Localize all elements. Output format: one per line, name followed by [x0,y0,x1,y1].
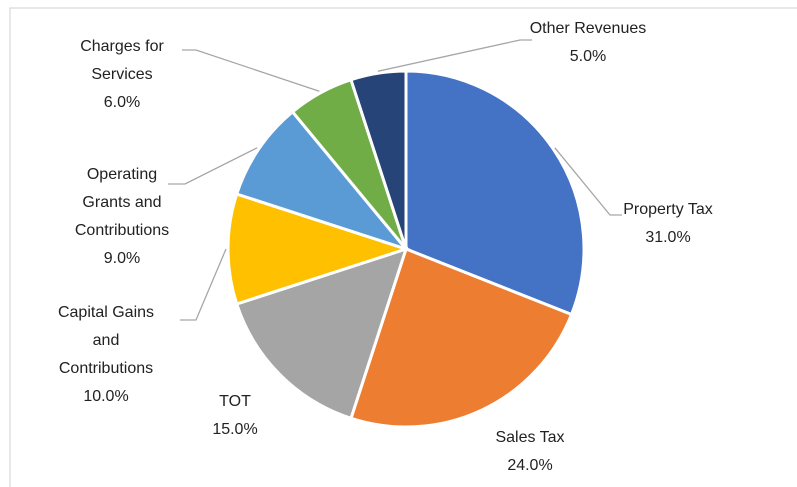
value-label: 10.0% [83,388,129,405]
pie-slice [226,192,411,306]
slice-label: Property Tax 31.0% [568,196,768,252]
leader-line [180,248,227,321]
category-label: Capital Gains and Contributions [57,304,155,377]
value-label: 24.0% [507,457,553,474]
value-label: 15.0% [212,421,258,438]
category-label: Operating Grants and Contributions [74,166,170,239]
leader-line [377,39,532,72]
leader-line [182,49,320,92]
pie-slice [234,109,411,253]
leader-line [168,147,258,185]
category-label: TOT [219,393,251,410]
slice-label: Operating Grants and Contributions 9.0% [66,161,178,273]
leader-line [554,147,622,216]
value-label: 6.0% [103,94,141,111]
value-label: 5.0% [569,48,607,65]
category-label: Sales Tax [495,429,565,446]
pie-slice [404,69,586,317]
category-label: Charges for Services [80,38,164,83]
pie-slice [349,247,574,429]
category-label: Other Revenues [529,20,647,37]
slice-label: TOT 15.0% [185,388,285,444]
frame [9,7,797,487]
slice-label: Charges for Services 6.0% [62,33,182,117]
value-label: 9.0% [103,250,141,267]
category-label: Property Tax [623,201,713,218]
pie-slice [349,69,408,250]
slice-label: Sales Tax 24.0% [430,424,630,480]
slice-label: Capital Gains and Contributions 10.0% [47,299,165,411]
slice-label: Other Revenues 5.0% [488,15,688,71]
value-label: 31.0% [645,229,691,246]
